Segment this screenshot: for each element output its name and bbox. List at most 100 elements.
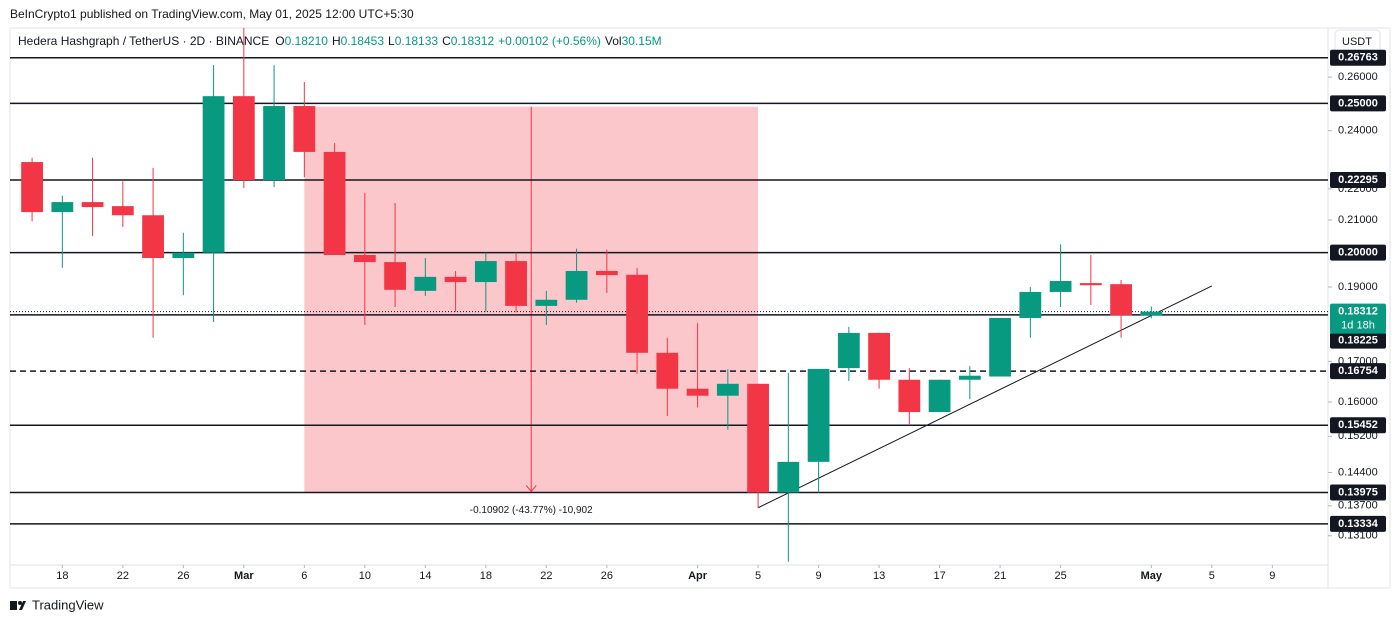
legend-symbol: Hedera Hashgraph / TetherUS · 2D · BINAN…	[18, 34, 269, 48]
footer-brand: TradingView	[32, 597, 104, 612]
x-tick-label: 18	[56, 570, 68, 582]
x-tick-label: May	[1141, 570, 1163, 582]
candle-body	[293, 106, 316, 152]
x-tick-label: 9	[1269, 570, 1275, 582]
candle-body	[868, 332, 890, 380]
x-tick-label: 10	[359, 570, 371, 582]
legend-ohlc-label: C	[442, 34, 451, 48]
candle-body	[384, 262, 406, 290]
x-tick-label: 26	[601, 570, 613, 582]
candle-body	[777, 461, 800, 493]
x-tick-label: 17	[933, 570, 945, 582]
y-tick-label: 0.14400	[1338, 466, 1378, 478]
header: BeInCrypto1 published on TradingView.com…	[10, 7, 414, 21]
candle-body	[81, 202, 104, 208]
candle-body	[1079, 283, 1102, 286]
x-tick-label: 21	[994, 570, 1006, 582]
candle-body	[202, 96, 225, 253]
level-label: 0.25000	[1338, 97, 1378, 109]
level-label-bg	[1330, 95, 1386, 112]
level-label: 0.13334	[1338, 518, 1379, 530]
last-price-label: 0.18312	[1338, 306, 1378, 318]
y-tick-label: 0.19000	[1338, 281, 1378, 293]
candle-body	[686, 388, 709, 396]
legend-ohlc-value: 0.18453	[341, 34, 385, 48]
candle-body	[898, 379, 921, 413]
legend-change: +0.00102 (+0.56%)	[498, 34, 601, 48]
candle-body	[51, 202, 74, 213]
candle-body	[414, 276, 437, 291]
candle-body	[747, 383, 769, 493]
level-label-bg	[1330, 171, 1386, 188]
y-tick-label: 0.16000	[1338, 396, 1378, 408]
measure-arrowhead	[525, 485, 537, 493]
x-tick-label: 25	[1054, 570, 1066, 582]
level-label: 0.26763	[1338, 52, 1378, 64]
level-label-bg	[1330, 484, 1386, 501]
measure-label: -0.10902 (-43.77%) -10,902	[470, 505, 593, 516]
legend-ohlc-label: H	[332, 34, 341, 48]
candle-body	[1140, 311, 1163, 316]
x-tick-label: 14	[419, 570, 431, 582]
x-tick-label: 5	[755, 570, 761, 582]
legend-ohlc-value: 0.18133	[395, 34, 439, 48]
candle-body	[837, 332, 860, 369]
x-tick-label: 9	[816, 570, 822, 582]
y-tick-label: 0.24000	[1338, 125, 1378, 137]
candle-body	[958, 375, 981, 380]
candle-body	[353, 255, 376, 263]
x-tick-label: Mar	[234, 570, 254, 582]
candle-body	[807, 368, 830, 462]
x-tick-label: 18	[480, 570, 492, 582]
candle-body	[626, 274, 648, 353]
candle-body	[263, 106, 285, 181]
trendline	[757, 285, 1213, 509]
y-tick-label: 0.13100	[1338, 530, 1378, 542]
candle-body	[111, 206, 134, 216]
level-label-bg	[1330, 244, 1386, 261]
level-label: 0.16754	[1338, 365, 1379, 377]
level-label-bg	[1330, 417, 1386, 434]
candle-body	[1049, 281, 1072, 292]
legend-ohlc-label: O	[275, 34, 284, 48]
candle-body	[716, 383, 739, 396]
legend-ohlc-value: 0.18210	[285, 34, 329, 48]
tradingview-logo	[10, 601, 26, 610]
candle-body	[505, 261, 527, 306]
legend-volume-label: Vol	[605, 34, 622, 48]
currency-button-label[interactable]: USDT	[1342, 36, 1372, 48]
candle-body	[323, 151, 346, 256]
x-tick-label: 6	[301, 570, 307, 582]
last-price-countdown: 1d 18h	[1341, 320, 1375, 332]
x-tick-label: 26	[177, 570, 189, 582]
level-label: 0.20000	[1338, 247, 1378, 259]
x-tick-label: 22	[540, 570, 552, 582]
x-tick-label: Apr	[688, 570, 708, 582]
x-tick-label: 5	[1209, 570, 1215, 582]
candle-body	[172, 252, 195, 259]
candle-body	[444, 276, 467, 283]
last-price-label-bg	[1330, 303, 1386, 334]
level-label: 0.15452	[1338, 419, 1378, 431]
legend-ohlc-value: 0.18312	[451, 34, 495, 48]
x-tick-label: 22	[117, 570, 129, 582]
y-tick-label: 0.26000	[1338, 71, 1378, 83]
x-tick-label: 13	[873, 570, 885, 582]
level-label: 0.13975	[1338, 486, 1378, 498]
candle-body	[1019, 291, 1042, 318]
legend: Hedera Hashgraph / TetherUS · 2D · BINAN…	[18, 34, 662, 48]
plot-area: -0.10902 (-43.77%) -10,902	[10, 28, 1328, 562]
candle-body	[989, 317, 1011, 377]
legend-volume-value: 30.15M	[622, 34, 662, 48]
candle-body	[1110, 284, 1132, 316]
candle-body	[565, 270, 588, 300]
legend-ohlc-label: L	[388, 34, 395, 48]
candle-body	[474, 261, 497, 283]
level-label: 0.18225	[1338, 335, 1378, 347]
candle-body	[535, 299, 558, 306]
chart-frame	[9, 27, 1391, 589]
y-tick-label: 0.13700	[1338, 500, 1378, 512]
candle-body	[656, 352, 679, 389]
